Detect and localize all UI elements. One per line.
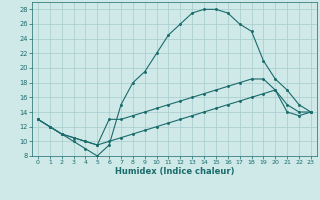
X-axis label: Humidex (Indice chaleur): Humidex (Indice chaleur): [115, 167, 234, 176]
